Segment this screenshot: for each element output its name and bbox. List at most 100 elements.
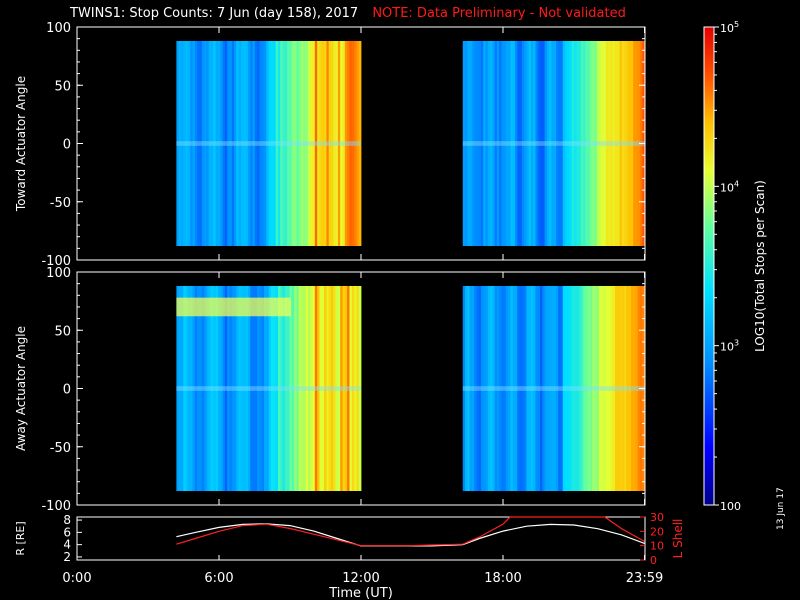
scan-column (344, 40, 348, 247)
scan-column (229, 40, 233, 247)
scan-column (331, 285, 334, 492)
scan-column (241, 285, 244, 492)
scan-column (490, 40, 493, 247)
scan-column (519, 40, 523, 247)
scan-column (512, 40, 516, 247)
scan-column (252, 285, 256, 492)
scan-column (535, 40, 539, 247)
scan-column (197, 40, 200, 247)
scan-column (551, 285, 555, 492)
scan-column (574, 285, 577, 492)
scan-column (465, 40, 468, 247)
scan-column (277, 40, 281, 247)
scan-column (289, 285, 293, 492)
scan-column (317, 40, 320, 247)
scan-column (553, 285, 557, 492)
scan-column (335, 40, 339, 247)
ephemeris-frame (76, 516, 646, 561)
scan-column (245, 40, 249, 247)
scan-column (628, 285, 632, 492)
scan-column (328, 285, 332, 492)
scan-column (512, 285, 516, 492)
scan-column (555, 40, 559, 247)
y-tick-label: -50 (50, 196, 71, 211)
scan-column (305, 40, 309, 247)
scan-column (576, 285, 580, 492)
scan-column (328, 40, 332, 247)
preliminary-note: NOTE: Data Preliminary - Not validated (372, 6, 626, 21)
scan-column (335, 285, 339, 492)
data-block (462, 285, 645, 492)
scan-column (578, 285, 582, 492)
scan-column (301, 40, 304, 247)
scan-column (549, 285, 552, 492)
scan-column (229, 285, 233, 492)
scan-column (617, 285, 620, 492)
scan-column (181, 40, 184, 247)
scan-column (565, 285, 568, 492)
scan-column (528, 285, 532, 492)
scan-column (587, 40, 591, 247)
scan-column (194, 285, 198, 492)
scan-column (490, 285, 493, 492)
scan-column (245, 285, 249, 492)
scan-column (268, 40, 272, 247)
scan-column (480, 285, 484, 492)
scan-column (494, 285, 498, 492)
scan-column (319, 40, 323, 247)
scan-column (496, 40, 500, 247)
scan-column (224, 285, 228, 492)
scan-column (478, 40, 482, 247)
scan-column (178, 40, 182, 247)
scan-column (617, 40, 620, 247)
right-axis-label: L Shell (671, 519, 685, 559)
y-tick-label: 100 (46, 21, 71, 36)
title-text: TWINS1: Stop Counts: 7 Jun (day 158), 20… (70, 6, 359, 21)
scan-column (310, 285, 313, 492)
scan-column (462, 285, 466, 492)
scan-column (271, 285, 274, 492)
scan-column (601, 285, 605, 492)
scan-column (521, 285, 525, 492)
scan-column (358, 40, 362, 247)
y-axis-label: Away Actuator Angle (14, 326, 28, 451)
scan-column (273, 40, 277, 247)
y-tick-label: -50 (50, 441, 71, 456)
scan-column (535, 285, 539, 492)
scan-column (303, 285, 307, 492)
scan-column (571, 40, 575, 247)
scan-column (626, 40, 630, 247)
scan-column (517, 285, 520, 492)
zero-angle-streak (176, 141, 361, 146)
scan-column (476, 40, 480, 247)
scan-column (284, 40, 288, 247)
scan-column (608, 40, 611, 247)
scan-column (592, 285, 595, 492)
scan-column (492, 285, 495, 492)
scan-column (624, 285, 627, 492)
scan-column (213, 40, 217, 247)
scan-column (626, 285, 630, 492)
colorbar-tick-label: 105 (720, 20, 739, 35)
scan-column (594, 285, 598, 492)
scan-column (614, 285, 618, 492)
scan-column (612, 40, 616, 247)
scan-column (358, 285, 362, 492)
scan-column (524, 40, 527, 247)
scan-column (474, 285, 477, 492)
scan-column (633, 285, 636, 492)
scan-column (199, 40, 203, 247)
scan-column (303, 40, 307, 247)
scan-column (540, 285, 543, 492)
scan-column (236, 40, 240, 247)
scan-column (485, 285, 489, 492)
scan-column (298, 40, 302, 247)
lshell-line (176, 516, 645, 547)
scan-column (354, 285, 357, 492)
scan-column (505, 285, 509, 492)
scan-column (608, 285, 611, 492)
scan-column (599, 285, 602, 492)
scan-column (347, 40, 350, 247)
scan-column (605, 40, 609, 247)
scan-column (503, 285, 507, 492)
